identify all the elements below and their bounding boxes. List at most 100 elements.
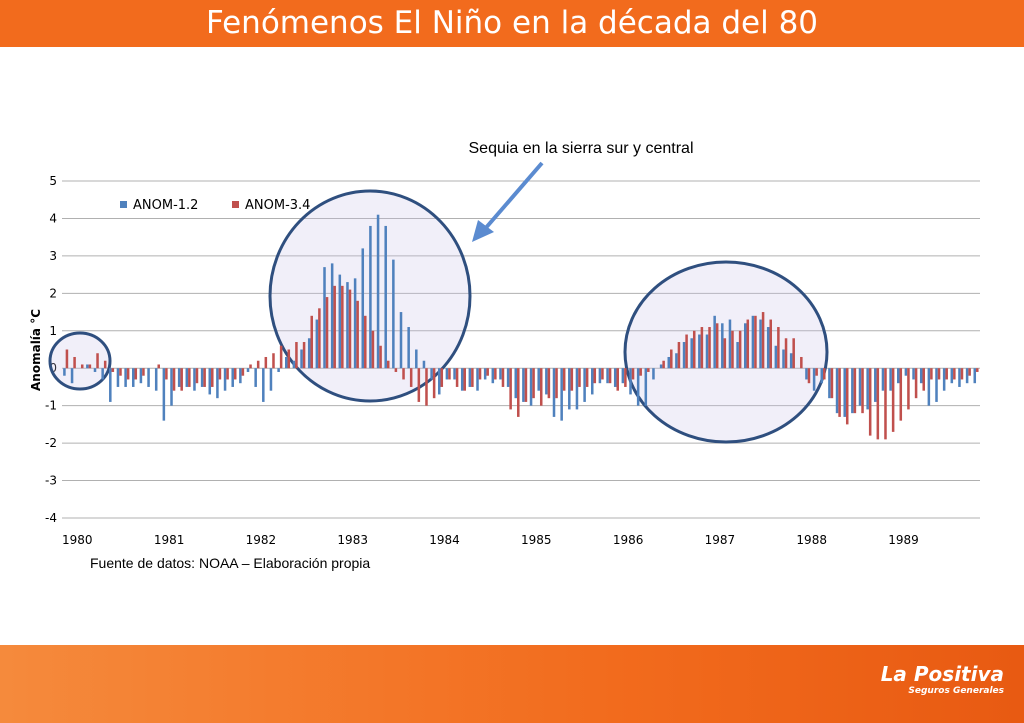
- bar: [478, 368, 482, 380]
- bar: [147, 368, 150, 387]
- bar: [539, 368, 543, 406]
- bar: [953, 368, 956, 380]
- bar: [590, 368, 594, 395]
- bar: [193, 368, 196, 391]
- bar: [371, 330, 375, 369]
- bar: [483, 368, 487, 380]
- bar: [460, 368, 464, 391]
- bar: [63, 368, 66, 376]
- bar: [437, 368, 441, 395]
- bar: [677, 342, 681, 369]
- logo-name: La Positiva: [880, 662, 1004, 686]
- bar: [598, 368, 602, 384]
- bar: [425, 368, 428, 406]
- logo: La Positiva Seguros Generales: [881, 662, 1004, 696]
- bar: [254, 368, 257, 387]
- bar: [624, 368, 627, 387]
- bar: [874, 368, 877, 402]
- bar: [608, 368, 612, 384]
- bar: [239, 368, 242, 384]
- bar: [111, 368, 115, 372]
- y-tick-label: -3: [45, 474, 57, 488]
- bar: [376, 214, 380, 369]
- bar: [851, 368, 854, 414]
- bar: [899, 368, 903, 421]
- bar: [65, 349, 69, 369]
- arrow-head: [472, 220, 494, 242]
- x-tick-label: 1987: [705, 533, 736, 547]
- bar: [430, 368, 433, 380]
- bar: [188, 368, 191, 387]
- bar: [552, 368, 556, 417]
- bar: [868, 368, 872, 436]
- bar: [486, 368, 489, 376]
- bar: [692, 330, 696, 369]
- bar: [318, 308, 321, 369]
- bar: [131, 368, 135, 387]
- bar: [606, 368, 609, 384]
- bar: [958, 368, 961, 387]
- bar: [715, 323, 719, 369]
- bar: [896, 368, 900, 384]
- bar: [721, 323, 724, 369]
- bar: [545, 368, 548, 395]
- bar: [532, 368, 535, 399]
- bar: [284, 356, 288, 369]
- bar: [835, 368, 839, 414]
- bar: [241, 368, 245, 376]
- bar: [226, 368, 229, 380]
- bar: [670, 349, 673, 369]
- bar: [736, 342, 739, 369]
- x-tick-label: 1989: [888, 533, 919, 547]
- bar: [705, 334, 709, 369]
- x-tick-label: 1984: [429, 533, 460, 547]
- bar: [812, 368, 816, 391]
- bar: [973, 368, 977, 384]
- bar: [180, 368, 183, 391]
- bar: [529, 368, 533, 406]
- bar: [585, 368, 589, 387]
- bar: [386, 360, 390, 369]
- bar: [154, 368, 158, 391]
- bar: [517, 368, 520, 417]
- bar: [522, 368, 525, 402]
- bar: [116, 368, 120, 387]
- bar: [853, 368, 857, 414]
- bar: [394, 368, 398, 372]
- bar: [754, 315, 757, 369]
- bar: [838, 368, 841, 417]
- bar: [330, 263, 334, 369]
- y-tick-label: 1: [49, 324, 57, 338]
- bar: [415, 349, 418, 369]
- bar: [208, 368, 212, 395]
- bar: [455, 368, 459, 387]
- bar: [858, 368, 862, 406]
- bar: [172, 368, 176, 391]
- bar: [555, 368, 558, 399]
- bar: [364, 315, 367, 369]
- bar: [616, 368, 619, 391]
- bar: [86, 364, 89, 369]
- source: Fuente de datos: NOAA – Elaboración prop…: [90, 555, 370, 571]
- bar: [647, 368, 650, 372]
- bar: [769, 319, 772, 369]
- bar: [195, 368, 199, 384]
- bar: [369, 225, 372, 369]
- bar: [264, 356, 268, 369]
- bar: [621, 368, 625, 384]
- bar: [919, 368, 923, 384]
- bar: [249, 364, 252, 369]
- bar: [422, 360, 426, 369]
- x-tick-label: 1988: [796, 533, 827, 547]
- bar: [216, 368, 219, 399]
- bar: [231, 368, 234, 387]
- bar: [279, 345, 283, 369]
- y-tick-label: 4: [49, 211, 57, 225]
- bar: [310, 315, 313, 369]
- bar: [820, 368, 824, 384]
- bar: [815, 368, 818, 376]
- bar: [338, 274, 342, 369]
- bar: [93, 368, 97, 372]
- y-tick-label: 0: [49, 361, 57, 375]
